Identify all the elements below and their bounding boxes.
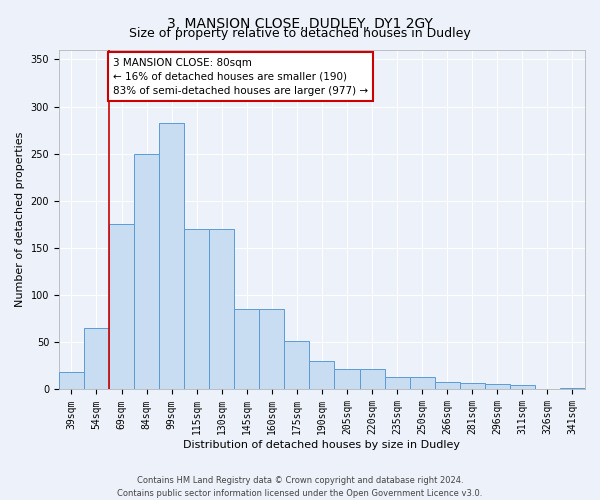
- Bar: [209, 229, 234, 390]
- Bar: [359, 368, 385, 390]
- Bar: [334, 368, 359, 390]
- Bar: [310, 361, 334, 390]
- Text: Contains HM Land Registry data © Crown copyright and database right 2024.
Contai: Contains HM Land Registry data © Crown c…: [118, 476, 482, 498]
- Bar: [410, 377, 434, 390]
- Bar: [184, 229, 209, 390]
- Bar: [535, 388, 560, 390]
- Bar: [485, 384, 510, 390]
- Bar: [109, 224, 134, 390]
- Bar: [434, 382, 460, 390]
- Bar: [284, 342, 310, 390]
- Text: Size of property relative to detached houses in Dudley: Size of property relative to detached ho…: [129, 28, 471, 40]
- Y-axis label: Number of detached properties: Number of detached properties: [15, 132, 25, 308]
- Text: 3 MANSION CLOSE: 80sqm
← 16% of detached houses are smaller (190)
83% of semi-de: 3 MANSION CLOSE: 80sqm ← 16% of detached…: [113, 58, 368, 96]
- Bar: [84, 328, 109, 390]
- Bar: [234, 310, 259, 390]
- Bar: [259, 310, 284, 390]
- Bar: [159, 122, 184, 390]
- Bar: [560, 388, 585, 390]
- Bar: [385, 377, 410, 390]
- X-axis label: Distribution of detached houses by size in Dudley: Distribution of detached houses by size …: [184, 440, 460, 450]
- Bar: [510, 385, 535, 390]
- Bar: [460, 383, 485, 390]
- Text: 3, MANSION CLOSE, DUDLEY, DY1 2GY: 3, MANSION CLOSE, DUDLEY, DY1 2GY: [167, 18, 433, 32]
- Bar: [59, 372, 84, 390]
- Bar: [134, 154, 159, 390]
